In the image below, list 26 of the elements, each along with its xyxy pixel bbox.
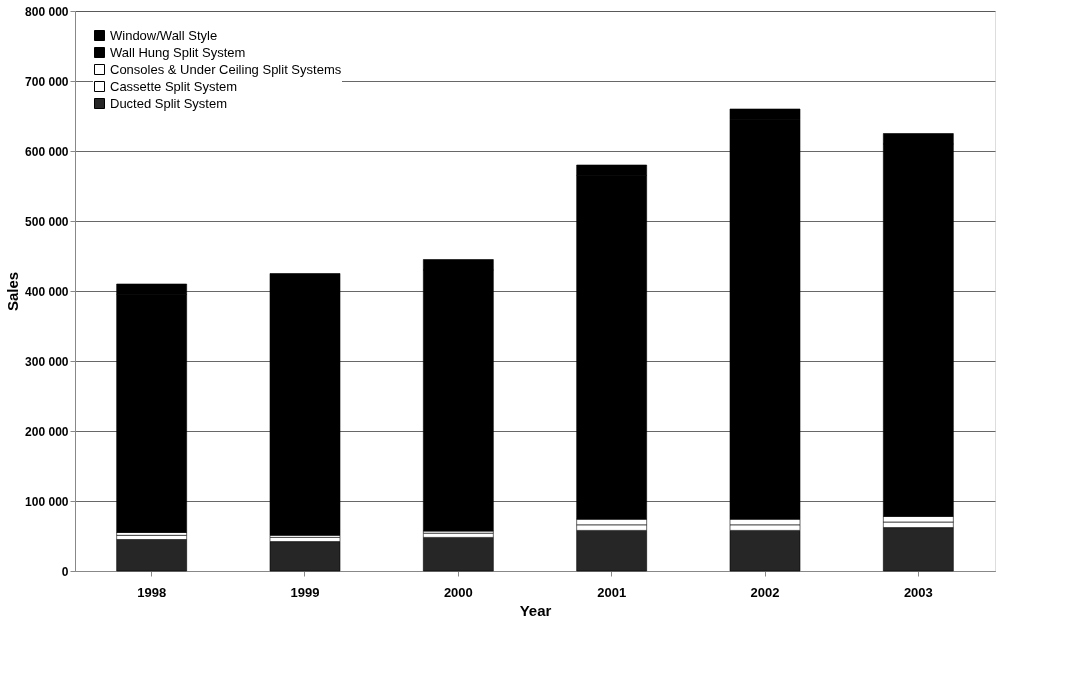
- bar: [423, 537, 494, 572]
- legend-label: Ducted Split System: [110, 95, 228, 111]
- y-tick-label: 100 000: [25, 494, 69, 509]
- x-tick-label: 2002: [750, 584, 780, 600]
- x-tick-label: 2003: [903, 584, 933, 600]
- x-axis-title: Year: [519, 601, 552, 619]
- y-tick-label: 600 000: [25, 144, 69, 159]
- legend-label: Window/Wall Style: [110, 27, 218, 43]
- bar: [116, 539, 187, 572]
- y-tick-label: 300 000: [25, 354, 69, 369]
- y-axis-title: Sales: [4, 271, 22, 312]
- y-tick-label: 400 000: [25, 284, 69, 299]
- x-tick-label: 1998: [137, 584, 167, 600]
- y-tick-label: 700 000: [25, 74, 69, 89]
- legend-label: Wall Hung Split System: [110, 44, 246, 60]
- y-tick-label: 0: [61, 564, 69, 579]
- x-tick-label: 1999: [290, 584, 320, 600]
- bar: [269, 541, 341, 572]
- y-tick-label: 500 000: [25, 214, 69, 229]
- y-tick-label: 800 000: [25, 4, 69, 19]
- bar: [883, 527, 954, 572]
- y-tick-label: 200 000: [25, 424, 69, 439]
- legend-label: Consoles & Under Ceiling Split Systems: [110, 61, 342, 77]
- legend-label: Cassette Split System: [110, 78, 238, 94]
- x-tick-label: 2000: [443, 584, 473, 600]
- x-tick-label: 2001: [597, 584, 627, 600]
